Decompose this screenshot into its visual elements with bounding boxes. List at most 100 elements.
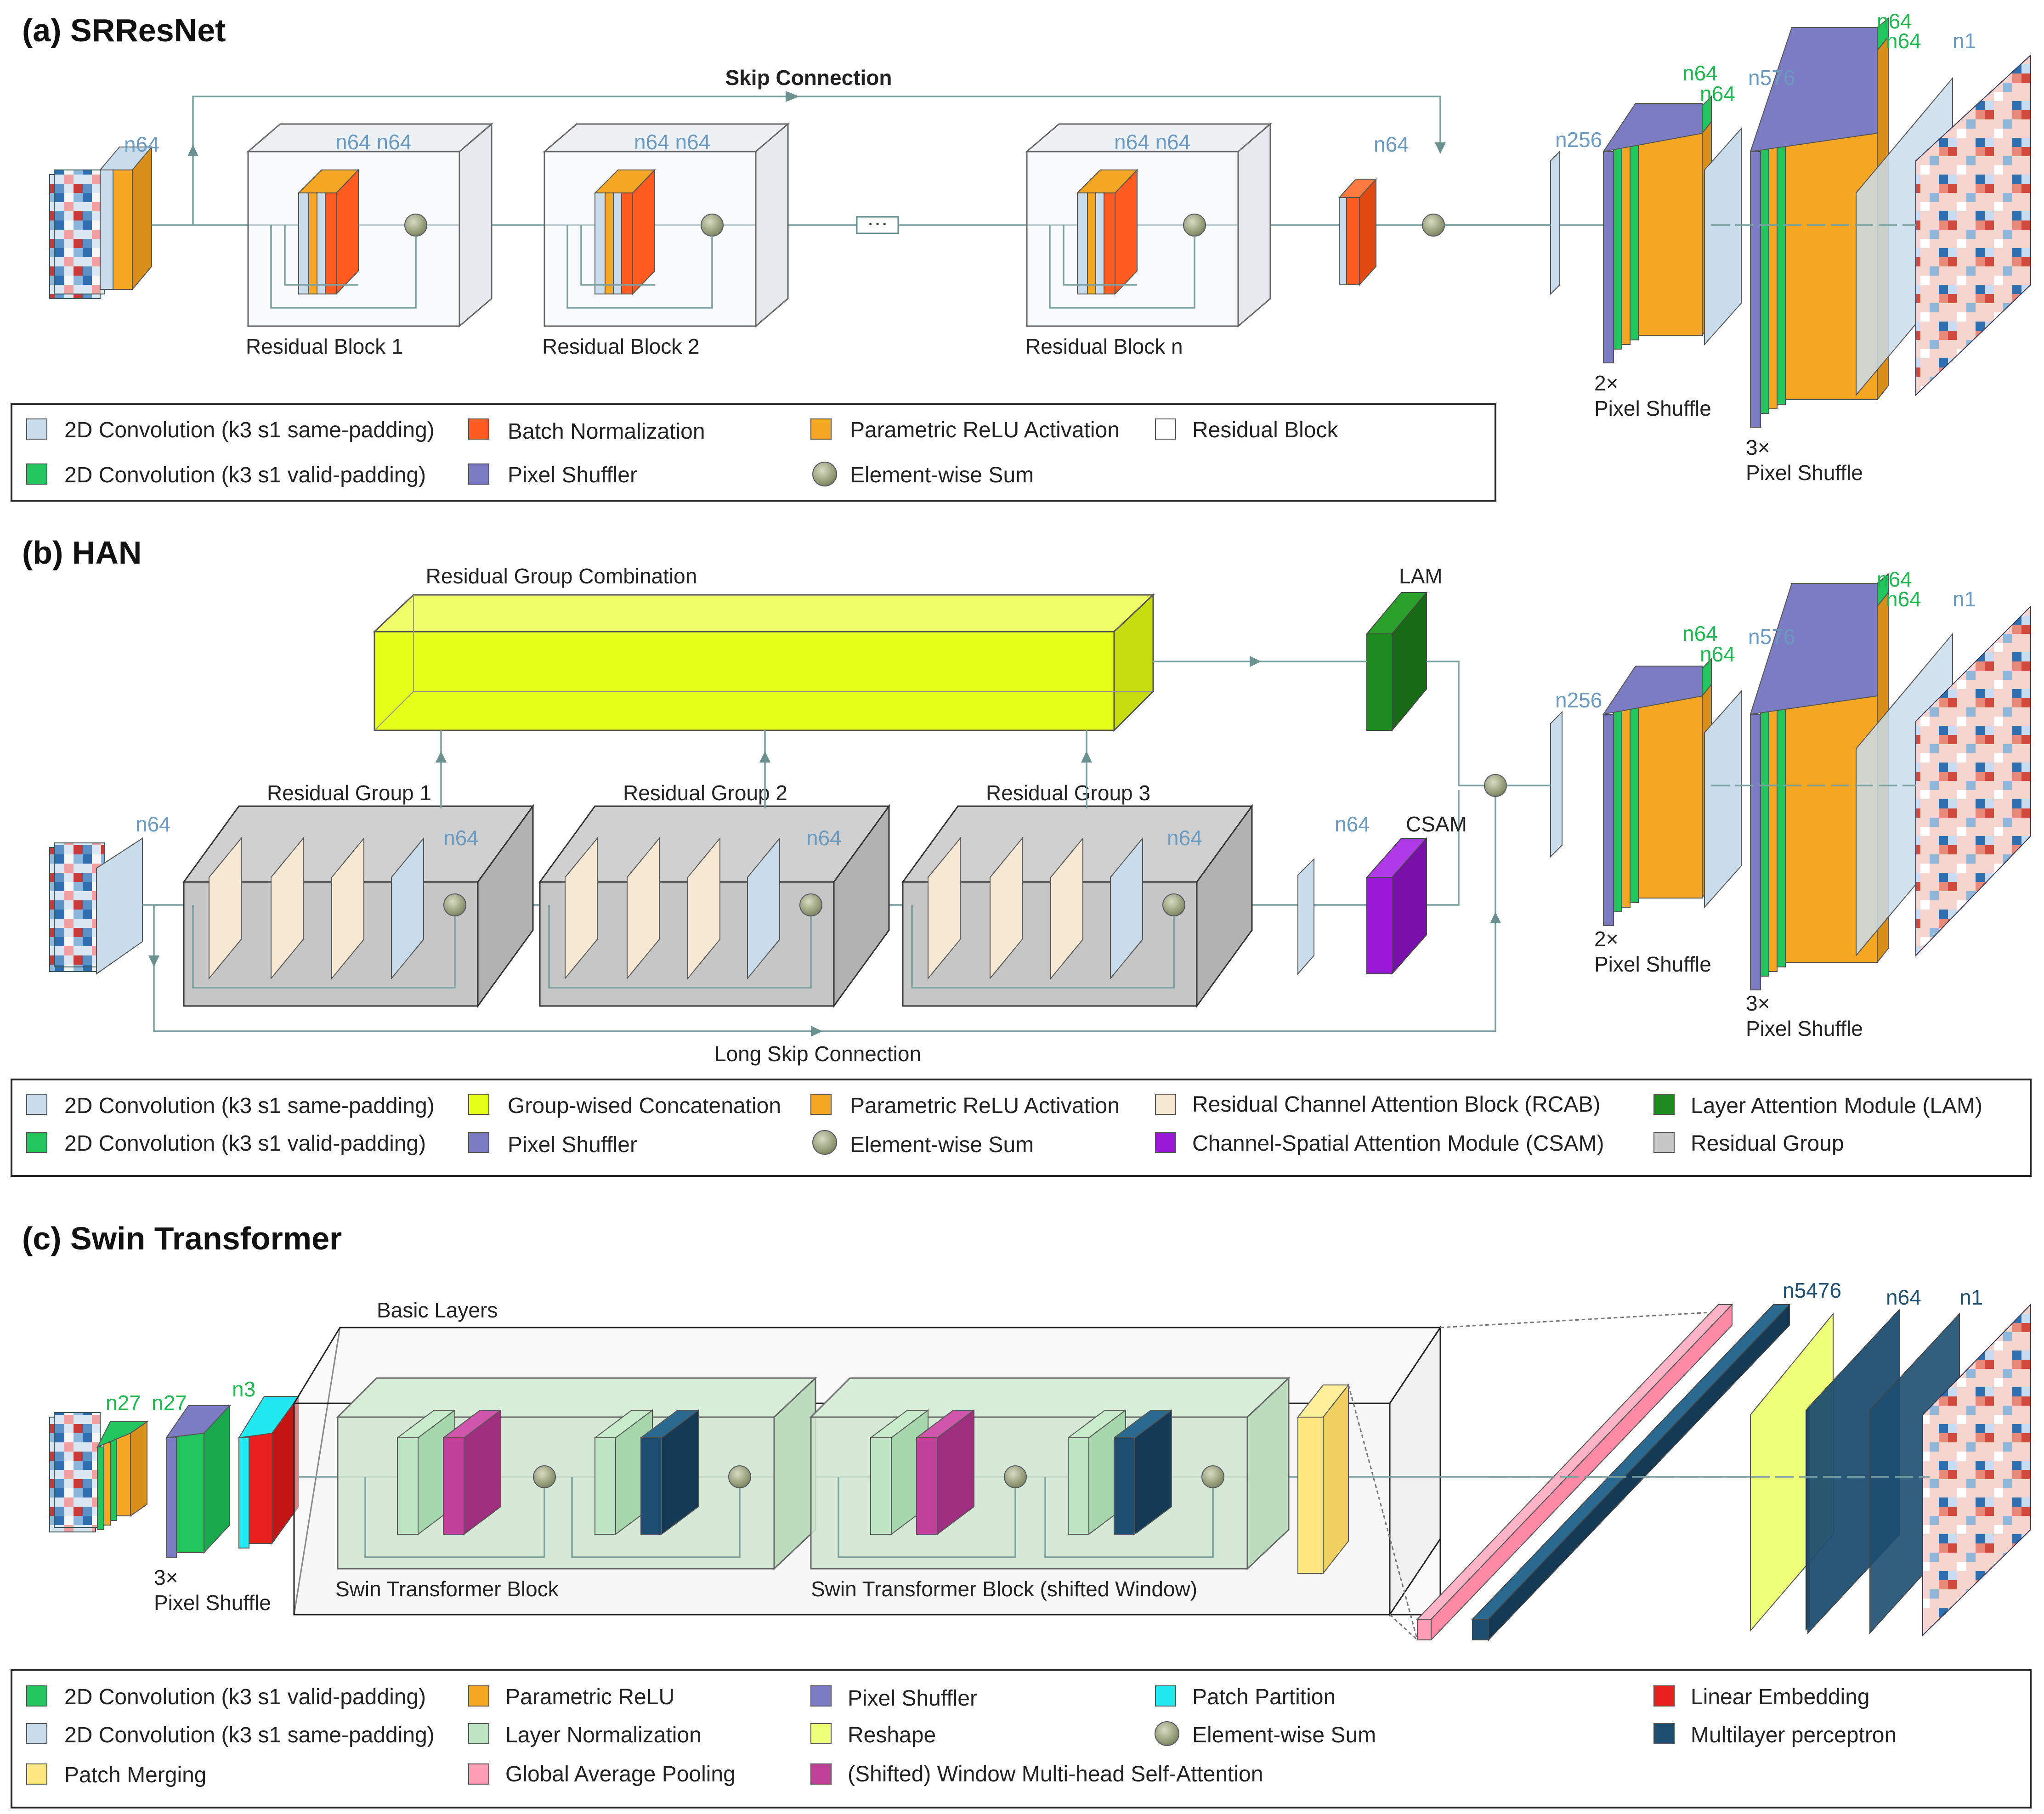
channel-c-out: n1 — [1959, 1285, 1983, 1309]
legend-swatch — [468, 1763, 489, 1785]
channel-b-after: n64 — [1335, 812, 1370, 836]
legend-b-item: Channel-Spatial Attention Module (CSAM) — [1192, 1131, 1604, 1156]
legend-swatch — [26, 418, 47, 440]
shuffle2-a-factor: 2× — [1594, 371, 1618, 395]
upsample-b — [1550, 573, 2031, 990]
residual-group-3-label: Residual Group 3 — [986, 781, 1150, 805]
shuffle3-b-factor: 3× — [1746, 991, 1770, 1015]
legend-swatch — [810, 1763, 832, 1785]
channel-c-mlp2: n64 — [1886, 1285, 1921, 1309]
channel-b-group2: n64 — [806, 826, 842, 850]
legend-a-item: Residual Block — [1192, 418, 1338, 442]
legend-c-item: Patch Merging — [64, 1763, 207, 1787]
channel-a-up-mid-b: n64 — [1700, 82, 1735, 106]
channel-a-input: n64 — [124, 132, 159, 156]
input-conv-b — [96, 837, 143, 975]
legend-swatch — [26, 1763, 47, 1785]
legend-c-item: Element-wise Sum — [1192, 1723, 1376, 1747]
legend-swatch — [810, 1094, 832, 1115]
csam-block — [1365, 837, 1428, 975]
legend-swatch — [1653, 1132, 1675, 1153]
panel-srresnet: (a) SRResNet Skip Connection n64 — [11, 9, 2031, 502]
channel-c-in-a: n27 — [106, 1391, 141, 1415]
channel-b-input: n64 — [136, 812, 171, 836]
patch-merging — [1297, 1384, 1350, 1575]
basic-layers-label: Basic Layers — [377, 1298, 498, 1322]
shuffle3-a-factor: 3× — [1746, 435, 1770, 459]
legend-b-item: 2D Convolution (k3 s1 valid-padding) — [64, 1131, 426, 1156]
skip-connection-label: Skip Connection — [725, 66, 892, 90]
legend-b-items: 2D Convolution (k3 s1 same-padding) Grou… — [26, 1092, 1982, 1157]
sum-icon-b — [1484, 774, 1507, 797]
ellipsis: ··· — [867, 210, 888, 234]
legend-a-item: 2D Convolution (k3 s1 same-padding) — [64, 418, 435, 442]
shuffle3-c-factor: 3× — [154, 1565, 178, 1589]
legend-c-item: Global Average Pooling — [505, 1762, 736, 1786]
residual-group-2 — [538, 804, 890, 1008]
legend-b-item: Layer Attention Module (LAM) — [1691, 1094, 1982, 1118]
legend-c-item: Reshape — [848, 1723, 936, 1747]
legend-b-item: Group-wised Concatenation — [508, 1094, 781, 1118]
channel-a-after: n64 — [1374, 132, 1409, 156]
residual-group-3 — [901, 804, 1253, 1008]
legend-a-item: Element-wise Sum — [850, 463, 1034, 487]
lam-block — [1365, 591, 1428, 732]
channel-a-up-mid-a: n64 — [1682, 61, 1718, 85]
channel-c-mlp1: n5476 — [1783, 1278, 1841, 1302]
swin-block-1-label: Swin Transformer Block — [335, 1577, 559, 1601]
legend-swatch — [1653, 1094, 1675, 1115]
channel-b-up-post: n576 — [1748, 625, 1795, 649]
panel-c-title: (c) Swin Transformer — [22, 1221, 342, 1256]
output-stack-c — [1750, 1303, 2031, 1637]
shuffle2-b-factor: 2× — [1594, 927, 1618, 951]
panel-swin: (c) Swin Transformer n27 n27 n — [11, 1221, 2032, 1808]
upsample-a — [1550, 17, 2031, 428]
legend-a-item: Parametric ReLU Activation — [850, 418, 1120, 442]
shuffle-conv-c — [165, 1404, 231, 1558]
legend-swatch — [1155, 1132, 1176, 1153]
legend-c-items: 2D Convolution (k3 s1 valid-padding) Par… — [26, 1685, 1897, 1787]
residual-block-2-label: Residual Block 2 — [542, 334, 700, 358]
legend-c-item: Linear Embedding — [1691, 1685, 1870, 1709]
panel-han: (b) HAN Residual Group Combination LAM n… — [11, 535, 2032, 1177]
legend-swatch — [810, 1685, 832, 1707]
legend-a-items: 2D Convolution (k3 s1 same-padding) Batc… — [26, 418, 1338, 487]
channel-a-out: n1 — [1953, 29, 1976, 53]
shuffle3-c-label: Pixel Shuffle — [154, 1591, 271, 1615]
channel-c-in-b: n27 — [152, 1391, 187, 1415]
input-convs-c — [96, 1421, 149, 1530]
swin-block-2 — [809, 1376, 1291, 1571]
swin-block-1 — [336, 1376, 817, 1571]
legend-swatch — [1653, 1723, 1675, 1744]
legend-c-item: Patch Partition — [1192, 1685, 1336, 1709]
legend-c-item: 2D Convolution (k3 s1 same-padding) — [64, 1723, 435, 1747]
channel-a-block2: n64 n64 — [634, 130, 710, 154]
legend-b-item: Residual Group — [1691, 1131, 1844, 1156]
shuffle2-b-label: Pixel Shuffle — [1594, 952, 1711, 976]
channel-a-up-post: n576 — [1748, 66, 1795, 90]
sum-icon — [1155, 1721, 1179, 1746]
channel-a-up-pre: n256 — [1555, 128, 1602, 152]
legend-c-item: 2D Convolution (k3 s1 valid-padding) — [64, 1685, 426, 1709]
legend-a-item: Pixel Shuffler — [508, 463, 637, 487]
channel-b-up-top-a: n64 — [1877, 567, 1912, 591]
channel-a-up-top-a: n64 — [1877, 9, 1912, 33]
residual-block-n — [1025, 122, 1273, 328]
mlp-bar — [1471, 1303, 1791, 1641]
channel-b-up-mid-b: n64 — [1700, 642, 1735, 666]
panel-a-title: (a) SRResNet — [22, 12, 226, 48]
residual-group-2-label: Residual Group 2 — [623, 781, 787, 805]
legend-c-item: Layer Normalization — [505, 1723, 702, 1747]
legend-swatch — [468, 1132, 489, 1153]
shuffle3-a-label: Pixel Shuffle — [1746, 461, 1863, 485]
legend-c — [11, 1669, 2032, 1808]
long-skip-label: Long Skip Connection — [714, 1042, 921, 1066]
legend-swatch — [810, 418, 832, 440]
legend-c-item: (Shifted) Window Multi-head Self-Attenti… — [848, 1762, 1263, 1786]
csam-label: CSAM — [1406, 812, 1467, 836]
input-image-a — [49, 170, 105, 299]
legend-swatch — [468, 463, 489, 485]
channel-b-group1: n64 — [443, 826, 479, 850]
channel-b-up-pre: n256 — [1555, 688, 1602, 712]
